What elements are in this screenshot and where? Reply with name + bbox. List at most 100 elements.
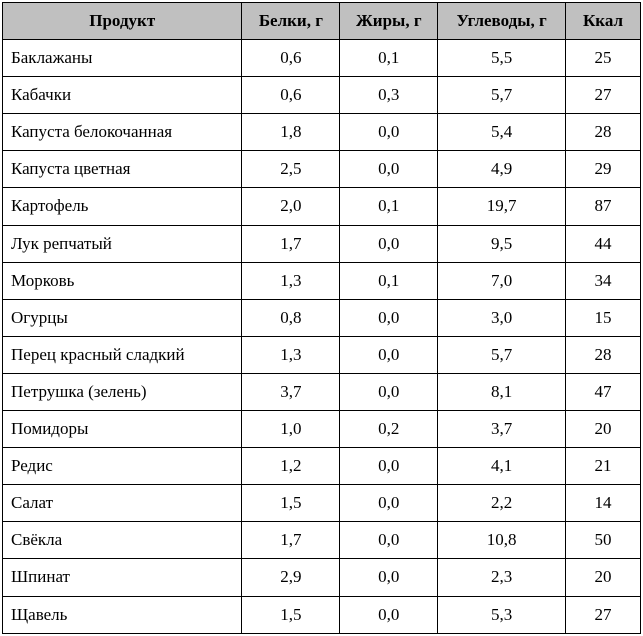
- cell-carb: 19,7: [438, 188, 566, 225]
- cell-protein: 2,0: [242, 188, 340, 225]
- col-header-kcal: Ккал: [566, 3, 641, 40]
- cell-kcal: 44: [566, 225, 641, 262]
- cell-product: Баклажаны: [3, 40, 242, 77]
- cell-product: Перец красный сладкий: [3, 336, 242, 373]
- cell-protein: 1,5: [242, 596, 340, 633]
- cell-fat: 0,0: [340, 448, 438, 485]
- cell-kcal: 87: [566, 188, 641, 225]
- cell-carb: 4,9: [438, 151, 566, 188]
- cell-kcal: 47: [566, 373, 641, 410]
- cell-product: Капуста цветная: [3, 151, 242, 188]
- cell-kcal: 50: [566, 522, 641, 559]
- cell-product: Кабачки: [3, 77, 242, 114]
- table-row: Лук репчатый1,70,09,544: [3, 225, 641, 262]
- cell-fat: 0,0: [340, 522, 438, 559]
- cell-protein: 3,7: [242, 373, 340, 410]
- cell-carb: 5,7: [438, 77, 566, 114]
- cell-fat: 0,0: [340, 373, 438, 410]
- col-header-product: Продукт: [3, 3, 242, 40]
- cell-product: Картофель: [3, 188, 242, 225]
- cell-protein: 0,8: [242, 299, 340, 336]
- nutrition-table: Продукт Белки, г Жиры, г Углеводы, г Кка…: [2, 2, 641, 634]
- cell-kcal: 29: [566, 151, 641, 188]
- cell-fat: 0,0: [340, 559, 438, 596]
- cell-fat: 0,0: [340, 225, 438, 262]
- cell-product: Петрушка (зелень): [3, 373, 242, 410]
- table-row: Капуста цветная2,50,04,929: [3, 151, 641, 188]
- cell-carb: 9,5: [438, 225, 566, 262]
- cell-kcal: 20: [566, 411, 641, 448]
- cell-protein: 2,9: [242, 559, 340, 596]
- cell-protein: 1,7: [242, 225, 340, 262]
- cell-kcal: 20: [566, 559, 641, 596]
- table-header-row: Продукт Белки, г Жиры, г Углеводы, г Кка…: [3, 3, 641, 40]
- cell-product: Редис: [3, 448, 242, 485]
- cell-kcal: 21: [566, 448, 641, 485]
- col-header-carb: Углеводы, г: [438, 3, 566, 40]
- cell-product: Капуста белокочанная: [3, 114, 242, 151]
- cell-product: Свёкла: [3, 522, 242, 559]
- cell-fat: 0,0: [340, 336, 438, 373]
- cell-protein: 1,3: [242, 262, 340, 299]
- cell-fat: 0,2: [340, 411, 438, 448]
- table-row: Помидоры1,00,23,720: [3, 411, 641, 448]
- cell-fat: 0,0: [340, 485, 438, 522]
- table-row: Кабачки0,60,35,727: [3, 77, 641, 114]
- cell-carb: 5,3: [438, 596, 566, 633]
- col-header-fat: Жиры, г: [340, 3, 438, 40]
- cell-carb: 2,2: [438, 485, 566, 522]
- cell-kcal: 34: [566, 262, 641, 299]
- cell-kcal: 27: [566, 77, 641, 114]
- cell-product: Салат: [3, 485, 242, 522]
- cell-fat: 0,0: [340, 151, 438, 188]
- cell-carb: 2,3: [438, 559, 566, 596]
- cell-carb: 5,5: [438, 40, 566, 77]
- table-row: Перец красный сладкий1,30,05,728: [3, 336, 641, 373]
- cell-product: Огурцы: [3, 299, 242, 336]
- table-row: Огурцы0,80,03,015: [3, 299, 641, 336]
- table-row: Салат1,50,02,214: [3, 485, 641, 522]
- cell-carb: 7,0: [438, 262, 566, 299]
- cell-kcal: 15: [566, 299, 641, 336]
- cell-fat: 0,0: [340, 596, 438, 633]
- cell-protein: 1,5: [242, 485, 340, 522]
- cell-protein: 1,2: [242, 448, 340, 485]
- cell-kcal: 14: [566, 485, 641, 522]
- table-row: Картофель2,00,119,787: [3, 188, 641, 225]
- cell-carb: 4,1: [438, 448, 566, 485]
- cell-protein: 2,5: [242, 151, 340, 188]
- cell-kcal: 25: [566, 40, 641, 77]
- table-row: Щавель1,50,05,327: [3, 596, 641, 633]
- cell-carb: 8,1: [438, 373, 566, 410]
- cell-protein: 1,7: [242, 522, 340, 559]
- cell-carb: 10,8: [438, 522, 566, 559]
- cell-fat: 0,1: [340, 188, 438, 225]
- cell-carb: 3,7: [438, 411, 566, 448]
- cell-protein: 0,6: [242, 40, 340, 77]
- cell-kcal: 28: [566, 114, 641, 151]
- cell-product: Морковь: [3, 262, 242, 299]
- table-row: Баклажаны0,60,15,525: [3, 40, 641, 77]
- cell-fat: 0,0: [340, 299, 438, 336]
- cell-kcal: 28: [566, 336, 641, 373]
- cell-kcal: 27: [566, 596, 641, 633]
- cell-fat: 0,0: [340, 114, 438, 151]
- cell-product: Лук репчатый: [3, 225, 242, 262]
- cell-carb: 5,7: [438, 336, 566, 373]
- cell-protein: 0,6: [242, 77, 340, 114]
- cell-product: Шпинат: [3, 559, 242, 596]
- table-row: Петрушка (зелень)3,70,08,147: [3, 373, 641, 410]
- cell-carb: 5,4: [438, 114, 566, 151]
- cell-product: Щавель: [3, 596, 242, 633]
- table-row: Свёкла1,70,010,850: [3, 522, 641, 559]
- table-row: Шпинат2,90,02,320: [3, 559, 641, 596]
- cell-fat: 0,3: [340, 77, 438, 114]
- table-body: Баклажаны0,60,15,525Кабачки0,60,35,727Ка…: [3, 40, 641, 634]
- cell-fat: 0,1: [340, 40, 438, 77]
- table-row: Капуста белокочанная1,80,05,428: [3, 114, 641, 151]
- cell-protein: 1,3: [242, 336, 340, 373]
- cell-protein: 1,8: [242, 114, 340, 151]
- cell-carb: 3,0: [438, 299, 566, 336]
- cell-protein: 1,0: [242, 411, 340, 448]
- col-header-protein: Белки, г: [242, 3, 340, 40]
